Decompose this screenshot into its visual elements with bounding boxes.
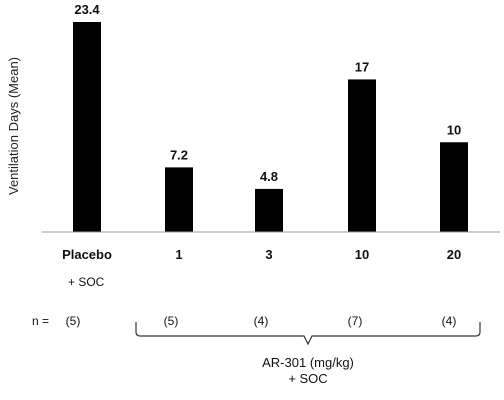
bar-1: [165, 167, 193, 232]
bar-10: [348, 79, 376, 232]
group-label: AR-301 (mg/kg) + SOC: [262, 355, 354, 387]
n-value: (7): [347, 314, 363, 328]
x-tick-label-10: 10: [355, 247, 369, 262]
n-value: (5): [163, 314, 179, 328]
x-tick-label-1: 1: [175, 247, 182, 262]
bars-group: [73, 22, 468, 232]
bar-3: [255, 188, 283, 232]
data-label-10: 17: [355, 59, 369, 74]
y-axis-label: Ventilation Days (Mean): [6, 57, 21, 195]
x-tick-label-3: 3: [265, 247, 272, 262]
x-tick-labels-group: Placebo 1 3 10 20: [62, 247, 461, 262]
n-value: (5): [65, 314, 81, 328]
bar-placebo: [73, 22, 101, 232]
group-bracket: [135, 322, 481, 346]
data-labels-group: 23.4 7.2 4.8 17 10: [74, 2, 461, 184]
bar-20: [440, 142, 468, 232]
data-label-1: 7.2: [170, 147, 188, 162]
data-label-20: 10: [447, 122, 461, 137]
data-label-3: 4.8: [260, 169, 278, 184]
n-label: n =: [32, 314, 50, 328]
data-label-placebo: 23.4: [74, 2, 100, 17]
group-label-line2: + SOC: [288, 371, 328, 386]
placebo-sublabel: + SOC: [68, 275, 105, 289]
x-tick-label-20: 20: [447, 247, 461, 262]
group-label-line1: AR-301 (mg/kg): [262, 355, 354, 370]
x-tick-label-placebo: Placebo: [62, 247, 112, 262]
n-value: (4): [441, 314, 457, 328]
n-value: (4): [253, 314, 269, 328]
